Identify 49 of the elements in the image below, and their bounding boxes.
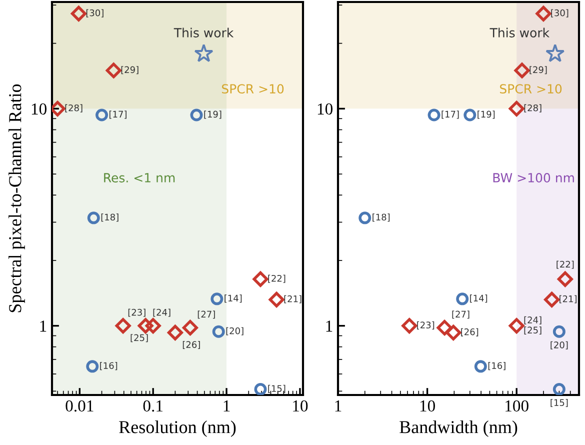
annotation: [15]: [268, 384, 286, 393]
band-label: SPCR >10: [222, 84, 284, 94]
annotation: [18]: [372, 214, 390, 222]
annotation: [26]: [182, 340, 200, 350]
annotation: [16]: [100, 362, 118, 370]
annotation: [17]: [109, 110, 126, 119]
annotation: [24]: [153, 308, 170, 317]
annotation: [25]: [130, 334, 148, 342]
x-tick-label: 0.1: [143, 400, 163, 412]
x-axis-title: Bandwidth (nm): [400, 420, 518, 437]
annotation: [14]: [224, 294, 242, 303]
band-label: SPCR >10: [500, 84, 562, 94]
annotation: [22]: [268, 274, 286, 283]
x-tick-label: 10: [293, 400, 308, 412]
annotation: [17]: [442, 110, 459, 119]
x-tick-label: 1: [224, 400, 230, 412]
annotation: [30]: [86, 9, 104, 18]
x-tick-label: 100: [506, 400, 528, 412]
annotation: [29]: [530, 66, 547, 74]
annotation: [18]: [101, 214, 118, 222]
annotation: [24] [25]: [524, 316, 542, 335]
x-tick-label: 0.01: [66, 400, 94, 412]
x-tick-label: 1: [335, 400, 342, 412]
annotation: [30]: [551, 9, 568, 18]
annotation: [19]: [478, 110, 495, 119]
annotation: [23]: [128, 308, 146, 317]
annotation: [28]: [524, 104, 542, 112]
annotation: [28]: [65, 104, 82, 112]
annotation: [20]: [550, 341, 568, 350]
annotation: [21]: [560, 295, 577, 304]
annotation: [20]: [226, 327, 244, 336]
annotation: [23]: [417, 321, 434, 330]
annotation: [15]: [550, 399, 568, 408]
band-label: Res. <1 nm: [104, 173, 175, 182]
annotation: This work: [174, 28, 234, 38]
annotation: [22]: [556, 260, 574, 269]
y-axis-title: Spectral pixel-to-Channel Ratio: [8, 84, 25, 312]
annotation: [16]: [488, 362, 506, 370]
annotation: [26]: [461, 328, 478, 336]
annotation: [27]: [452, 310, 470, 319]
annotation: [29]: [121, 66, 138, 74]
annotation: [14]: [470, 294, 488, 303]
annotation: [27]: [198, 310, 215, 319]
x-axis-title: Resolution (nm): [119, 420, 236, 437]
band-label: BW >100 nm: [493, 173, 574, 182]
x-tick-label: 10: [420, 400, 435, 412]
annotation: This work: [490, 28, 550, 38]
annotation: [21]: [284, 295, 302, 304]
annotation: [19]: [204, 110, 222, 119]
